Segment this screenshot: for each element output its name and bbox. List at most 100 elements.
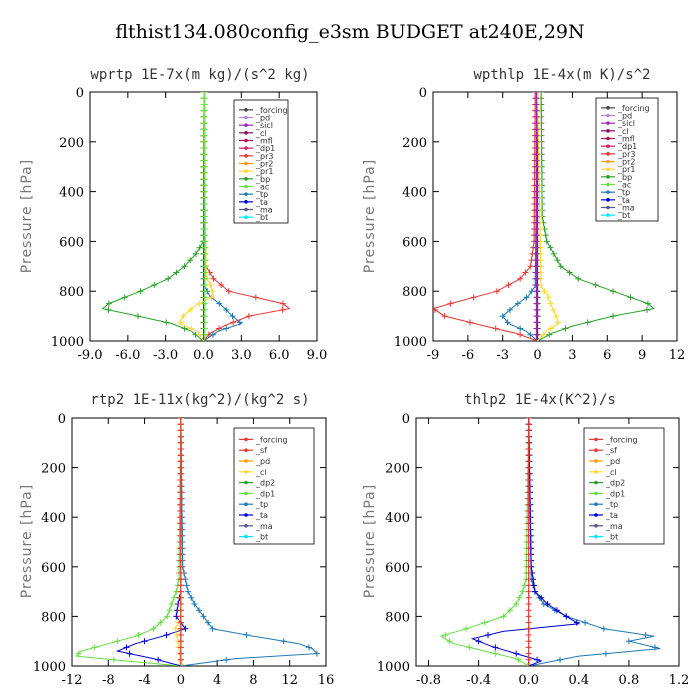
legend-marker [244, 131, 248, 135]
series-marker [177, 632, 184, 638]
series-marker [177, 470, 184, 477]
legend-label: _mfl [255, 137, 273, 146]
series-marker [467, 319, 474, 326]
series-marker [229, 313, 236, 320]
series-marker [177, 477, 184, 483]
series-marker [523, 294, 530, 301]
series-marker [173, 269, 180, 276]
legend-label: _pd [255, 114, 270, 123]
series-marker [75, 650, 82, 657]
series-marker [525, 452, 532, 459]
series-marker [177, 532, 184, 539]
series-marker [492, 644, 499, 651]
legend-label: _sf [255, 446, 267, 455]
series-marker [515, 656, 522, 663]
series-marker [201, 250, 208, 257]
series-marker [493, 288, 500, 295]
series-marker [533, 319, 540, 326]
legend-marker [244, 480, 248, 485]
series-marker [223, 306, 230, 313]
legend-marker [594, 448, 598, 453]
legend-marker [244, 207, 248, 212]
series-marker [201, 281, 208, 288]
series-marker [177, 421, 184, 428]
series-marker [171, 594, 178, 601]
series-marker [627, 294, 634, 301]
series-marker [313, 650, 320, 657]
series-marker [201, 257, 208, 264]
legend-label: _ac [617, 181, 631, 190]
y-tick-label: 1000 [377, 660, 410, 675]
y-tick-label: 200 [385, 462, 410, 477]
x-tick-label: 0.8 [619, 673, 640, 688]
series-marker [525, 446, 532, 452]
y-tick-label: 800 [385, 610, 410, 625]
series-marker [506, 306, 513, 313]
series-marker [625, 638, 632, 645]
series-marker [553, 607, 560, 614]
y-axis-label: Pressure [hPa] [362, 484, 378, 598]
series-marker [201, 169, 208, 176]
series-marker [245, 313, 252, 320]
series-line [537, 92, 560, 341]
series-marker [201, 132, 208, 139]
series-marker [525, 607, 532, 614]
series-marker [492, 325, 499, 332]
series-marker [141, 638, 148, 645]
legend-marker [244, 448, 248, 453]
series-marker [547, 244, 554, 251]
series-marker [243, 632, 250, 638]
series-marker [525, 563, 532, 570]
series-marker [177, 601, 184, 607]
series-marker [201, 306, 208, 313]
legend-label: _bt [617, 211, 630, 220]
series-group [101, 92, 291, 341]
series-marker [525, 594, 532, 601]
series-marker [533, 188, 540, 195]
panel-title: thlp2 1E-4x(K^2)/s [464, 392, 616, 408]
legend-label: _dp2 [605, 479, 625, 488]
series-marker [181, 325, 188, 332]
series-marker [525, 439, 532, 446]
series-marker [575, 275, 582, 282]
y-tick-label: 400 [41, 511, 66, 526]
series-marker [114, 638, 121, 645]
series-marker [201, 213, 208, 220]
y-tick-label: 400 [385, 511, 410, 526]
series-marker [499, 313, 506, 320]
series-marker [121, 294, 128, 301]
legend-label: _bt [255, 213, 268, 222]
series-marker [533, 257, 540, 264]
series-marker [205, 619, 212, 626]
y-tick-label: 400 [402, 186, 427, 201]
y-tick-label: 600 [385, 561, 410, 576]
series-group [433, 92, 655, 341]
legend-label: _ma [255, 522, 273, 531]
series-marker [485, 632, 492, 638]
series-marker [541, 288, 548, 295]
legend-label: _bp [617, 173, 632, 182]
legend-label: _pd [617, 112, 632, 121]
series-marker [563, 613, 570, 620]
series-marker [201, 188, 208, 195]
series-marker [201, 194, 208, 201]
series-marker [441, 313, 448, 320]
series-marker [533, 213, 540, 220]
series-marker [177, 452, 184, 459]
series-line [75, 418, 182, 666]
series-marker [91, 644, 98, 651]
legend-marker [606, 213, 610, 217]
series-marker [155, 656, 162, 663]
legend-label: _ta [255, 198, 268, 207]
legend-label: _cl [255, 129, 267, 138]
series-marker [533, 306, 540, 313]
plot-frame [71, 417, 327, 667]
series-marker [201, 92, 208, 95]
legend-marker [594, 502, 598, 507]
series-marker [177, 458, 184, 465]
series-marker [651, 644, 658, 651]
figure-title: flthist134.080config_e3sm BUDGET at240E,… [115, 21, 584, 43]
y-tick-label: 800 [402, 285, 427, 300]
series-marker [177, 427, 184, 434]
series-marker [525, 514, 532, 521]
